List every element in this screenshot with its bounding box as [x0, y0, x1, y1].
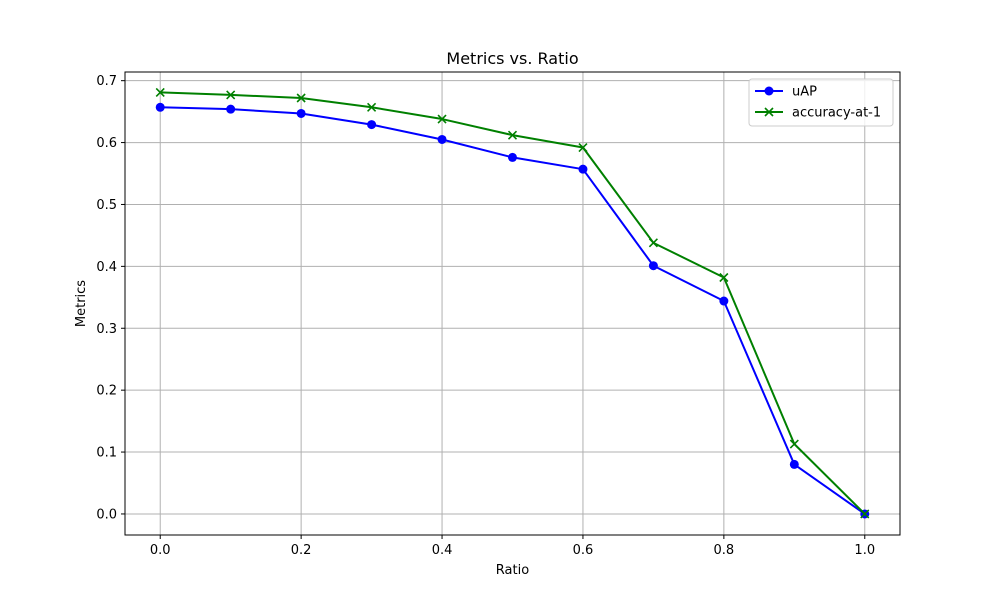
- y-tick-label: 0.5: [96, 198, 117, 213]
- y-axis-label: Metrics: [74, 280, 89, 327]
- y-tick-label: 0.4: [96, 260, 117, 275]
- x-axis-label: Ratio: [496, 563, 529, 578]
- legend-marker-uap: [764, 86, 774, 96]
- plot-area-frame: [124, 71, 901, 536]
- x-tick-label: 0.4: [432, 543, 453, 558]
- x-tick-label: 1.0: [854, 543, 875, 558]
- x-tick-label: 0.0: [150, 543, 171, 558]
- data-point-accuracy-at-1: [789, 439, 799, 449]
- legend: uAP accuracy-at-1: [748, 78, 894, 127]
- y-axis-ticks: 0.0 0.1 0.2 0.3 0.4 0.5 0.6 0.7: [96, 74, 125, 522]
- data-point-accuracy-at-1: [296, 93, 306, 103]
- data-point-uap: [508, 152, 517, 162]
- data-point-uap: [367, 120, 377, 130]
- grid: [125, 72, 900, 535]
- x-tick-label: 0.6: [573, 543, 594, 558]
- data-point-accuracy-at-1: [367, 102, 377, 112]
- series-layer: [155, 87, 870, 519]
- x-tick-label: 0.8: [714, 543, 735, 558]
- data-point-accuracy-at-1: [860, 509, 870, 519]
- data-point-uap: [437, 134, 447, 144]
- data-point-uap: [296, 108, 306, 118]
- y-tick-label: 0.0: [96, 507, 117, 522]
- data-point-accuracy-at-1: [648, 238, 658, 248]
- legend-box: [748, 78, 894, 127]
- x-axis-ticks: 0.0 0.2 0.4 0.6 0.8 1.0: [150, 535, 875, 558]
- legend-marker-accuracy-at-1: [764, 107, 774, 117]
- y-tick-label: 0.6: [96, 136, 117, 151]
- data-point-accuracy-at-1: [226, 90, 236, 100]
- y-tick-label: 0.2: [96, 384, 117, 399]
- legend-label-uap: uAP: [792, 85, 817, 100]
- y-tick-label: 0.3: [96, 322, 117, 337]
- data-point-accuracy-at-1: [578, 142, 588, 153]
- data-point-accuracy-at-1: [155, 87, 165, 97]
- data-point-uap: [789, 459, 799, 469]
- data-point-accuracy-at-1: [507, 130, 518, 140]
- x-tick-label: 0.2: [291, 543, 312, 558]
- data-point-uap: [648, 261, 658, 271]
- data-point-uap: [578, 164, 588, 174]
- series-line-uap: [160, 106, 866, 515]
- y-tick-label: 0.7: [96, 74, 117, 89]
- y-tick-label: 0.1: [96, 446, 117, 461]
- data-point-uap: [719, 296, 729, 306]
- data-point-accuracy-at-1: [437, 114, 447, 124]
- data-point-uap: [226, 104, 236, 114]
- chart-title: Metrics vs. Ratio: [446, 49, 578, 68]
- data-point-uap: [155, 102, 165, 112]
- data-point-accuracy-at-1: [719, 272, 729, 283]
- legend-label-accuracy-at-1: accuracy-at-1: [792, 106, 881, 121]
